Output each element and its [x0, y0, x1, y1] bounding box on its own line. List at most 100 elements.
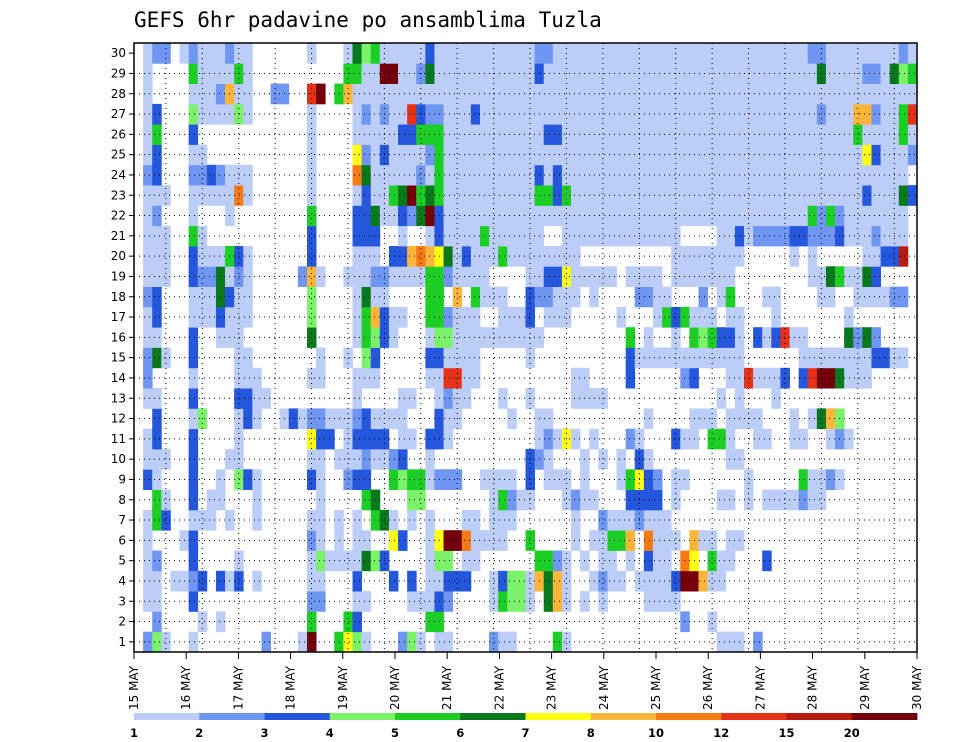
cell: [306, 103, 317, 125]
cell: [370, 246, 381, 267]
cell: [725, 489, 736, 511]
cell: [388, 144, 399, 166]
cell: [598, 205, 608, 227]
cell: [398, 428, 408, 450]
cell: [671, 469, 681, 490]
cell: [907, 103, 918, 125]
cell: [616, 205, 627, 227]
cell: [243, 103, 253, 125]
x-tick-label: 30 MAY: [910, 665, 924, 710]
cell: [780, 144, 790, 166]
y-tick-label: 10: [111, 452, 126, 466]
cell: [862, 327, 872, 348]
cell: [716, 266, 727, 287]
cell: [698, 205, 708, 227]
cell: [152, 388, 162, 409]
cell: [825, 185, 836, 206]
cell: [143, 103, 153, 125]
cell: [625, 43, 636, 64]
cell: [425, 550, 435, 572]
cell: [398, 266, 408, 287]
cell: [370, 266, 381, 287]
cell: [215, 306, 226, 328]
cell: [470, 286, 481, 308]
cell: [798, 164, 809, 186]
cell: [470, 164, 481, 186]
cell: [680, 83, 690, 105]
cell: [461, 124, 472, 145]
cell: [807, 408, 818, 430]
cell: [898, 43, 909, 64]
cell: [898, 83, 909, 105]
cell: [844, 124, 854, 145]
colorbar: 1 2 3 4 5 6 7 8 10 12 15 20: [130, 713, 918, 740]
cell: [744, 185, 754, 206]
cell: [543, 550, 554, 572]
cell: [707, 306, 718, 328]
cell: [780, 489, 790, 511]
cell: [161, 489, 171, 511]
cell: [152, 286, 162, 308]
cell: [525, 124, 535, 145]
cell: [671, 347, 681, 369]
cell: [643, 530, 654, 551]
cell: [188, 266, 199, 287]
cell: [407, 63, 417, 84]
cell: [662, 43, 672, 64]
cell: [507, 327, 517, 348]
cell: [543, 164, 554, 186]
cell: [771, 63, 781, 84]
cell: [388, 43, 399, 64]
cell: [844, 63, 854, 84]
cell: [880, 185, 891, 206]
cell: [862, 347, 872, 369]
cell: [825, 286, 836, 308]
x-tick-label: 19 MAY: [336, 665, 350, 710]
cell: [716, 388, 727, 409]
cell: [352, 591, 363, 612]
cell: [598, 591, 608, 612]
cell: [680, 205, 690, 227]
cell: [407, 469, 417, 490]
cell: [616, 570, 627, 592]
cell: [352, 246, 363, 267]
cell: [461, 63, 472, 84]
cell: [306, 205, 317, 227]
cell: [652, 144, 663, 166]
cell: [398, 469, 408, 490]
cell: [552, 266, 563, 287]
cell: [744, 489, 754, 511]
cell: [652, 124, 663, 145]
cell: [152, 185, 162, 206]
cell: [516, 205, 526, 227]
y-tick-label: 18: [111, 290, 126, 304]
cell: [853, 266, 863, 287]
cell: [370, 306, 381, 328]
cell: [461, 83, 472, 105]
cell: [425, 246, 435, 267]
cell: [361, 185, 372, 206]
cell: [306, 286, 317, 308]
cell: [571, 205, 581, 227]
cell: [316, 591, 326, 612]
cell: [725, 144, 736, 166]
cell: [443, 530, 454, 551]
cell: [707, 570, 718, 592]
cell: [534, 43, 545, 64]
cell: [361, 530, 372, 551]
cell: [398, 225, 408, 247]
cell: [753, 631, 763, 653]
cell: [461, 550, 472, 572]
cell: [616, 530, 627, 551]
cell: [598, 103, 608, 125]
cell: [407, 83, 417, 105]
cell: [188, 306, 199, 328]
cell: [625, 550, 636, 572]
cell: [161, 509, 171, 531]
cell: [352, 43, 363, 64]
cell: [543, 43, 554, 64]
chart-title: GEFS 6hr padavine po ansamblima Tuzla: [134, 8, 602, 32]
cell: [552, 144, 563, 166]
x-axis: 15 MAY 16 MAY 17 MAY 18 MAY 19 MAY 20 MAY 21 M…: [127, 652, 924, 710]
cell: [361, 225, 372, 247]
